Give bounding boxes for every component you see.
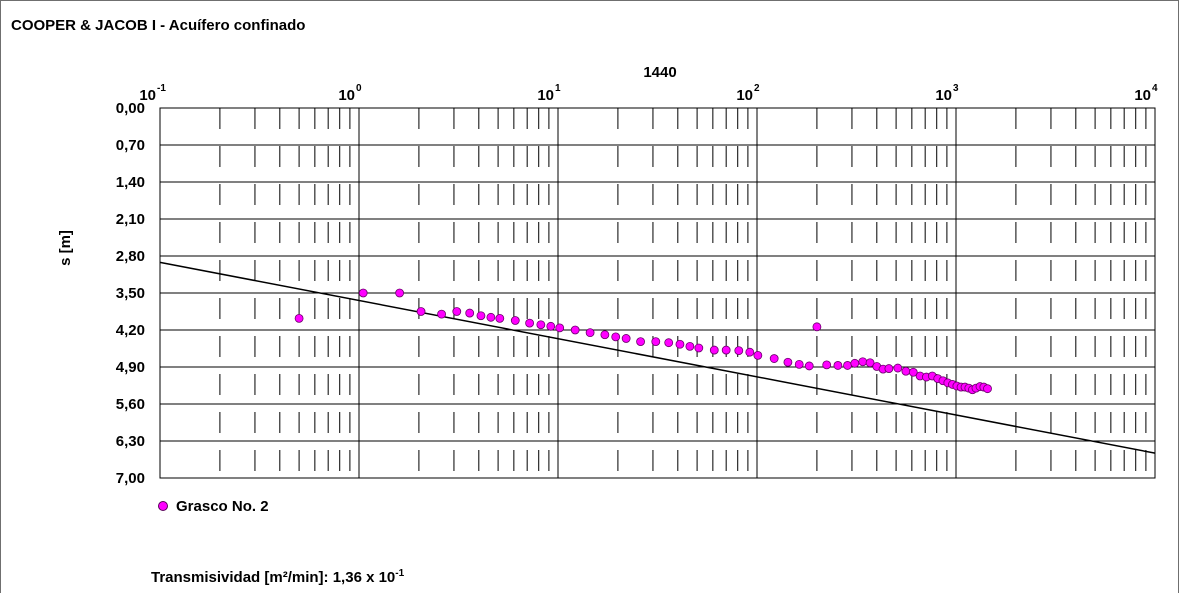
legend: Grasco No. 2 (158, 496, 269, 516)
data-point (833, 361, 843, 370)
data-point (585, 328, 595, 338)
y-tick-label: 7,00 (116, 470, 145, 487)
legend-marker-icon (158, 501, 168, 511)
data-point (822, 360, 832, 370)
data-point (893, 363, 903, 373)
marker-label: 1440 (643, 64, 676, 81)
data-point (600, 330, 610, 340)
data-point (476, 311, 486, 321)
data-point (486, 312, 496, 322)
data-point (812, 322, 822, 332)
data-point (850, 358, 860, 368)
legend-label: Grasco No. 2 (176, 497, 269, 515)
data-point (694, 343, 704, 353)
data-point (709, 345, 719, 355)
data-point (437, 309, 446, 319)
fit-line (159, 261, 1156, 454)
data-point (495, 313, 505, 323)
data-point (901, 366, 911, 376)
data-point (465, 308, 475, 318)
data-point (358, 288, 368, 298)
data-point (555, 323, 565, 333)
y-axis-label: s [m] (57, 230, 74, 266)
y-tick-label: 4,90 (116, 359, 145, 376)
data-point (664, 338, 674, 348)
y-tick-label: 2,80 (116, 248, 145, 265)
data-point (621, 334, 631, 343)
x-tick-label: 10 (139, 87, 156, 104)
data-point (452, 307, 462, 316)
data-point (843, 361, 852, 370)
y-tick-label: 4,20 (116, 322, 145, 339)
data-point (636, 337, 645, 347)
data-point (510, 316, 520, 325)
data-point (536, 320, 546, 330)
chart-title: COOPER & JACOB I - Acuífero confinado (11, 17, 306, 34)
data-point (416, 307, 426, 316)
data-point (983, 384, 992, 394)
x-tick-exponent: -1 (157, 83, 166, 94)
data-point (721, 345, 731, 355)
data-point (884, 364, 894, 373)
transmissivity-value: 1,36 x 10-1 (332, 568, 405, 586)
x-tick-label: 10 (935, 87, 952, 104)
transmissivity-result: Transmisividad [m²/min]: 1,36 x 10-1 (151, 568, 404, 586)
x-tick-exponent: 4 (1152, 83, 1158, 94)
data-point (769, 354, 779, 363)
data-point (753, 350, 763, 360)
data-point (651, 337, 661, 347)
x-tick-label: 10 (736, 87, 753, 104)
x-tick-label: 10 (1134, 87, 1151, 104)
transmissivity-label: Transmisividad [m²/min]: (151, 569, 329, 586)
transmissivity-exponent: -1 (395, 568, 405, 579)
y-tick-label: 2,10 (116, 211, 145, 228)
y-tick-label: 0,70 (116, 137, 145, 154)
x-tick-exponent: 1 (555, 83, 561, 94)
x-tick-exponent: 3 (953, 83, 959, 94)
data-point (525, 318, 535, 328)
data-point (865, 358, 875, 368)
x-tick-exponent: 0 (356, 83, 362, 94)
x-tick-exponent: 2 (754, 83, 760, 94)
y-tick-label: 6,30 (116, 433, 145, 450)
data-point (611, 332, 621, 342)
transmissivity-mantissa: 1,36 x 10 (332, 569, 396, 586)
data-point (783, 357, 793, 367)
y-tick-label: 3,50 (116, 285, 145, 302)
data-point (395, 288, 405, 298)
data-point (858, 357, 868, 367)
data-point (685, 341, 695, 351)
data-point (908, 367, 918, 377)
data-point (804, 361, 814, 371)
x-tick-label: 10 (537, 87, 554, 104)
data-point (745, 347, 755, 357)
data-point (734, 346, 744, 356)
x-tick-label: 10 (338, 87, 355, 104)
data-point (294, 313, 304, 323)
y-tick-label: 5,60 (116, 396, 145, 413)
data-point (546, 321, 556, 331)
data-point (675, 339, 685, 349)
y-tick-label: 1,40 (116, 174, 145, 191)
data-point (570, 325, 580, 335)
data-point (794, 359, 804, 369)
y-tick-label: 0,00 (116, 100, 145, 117)
